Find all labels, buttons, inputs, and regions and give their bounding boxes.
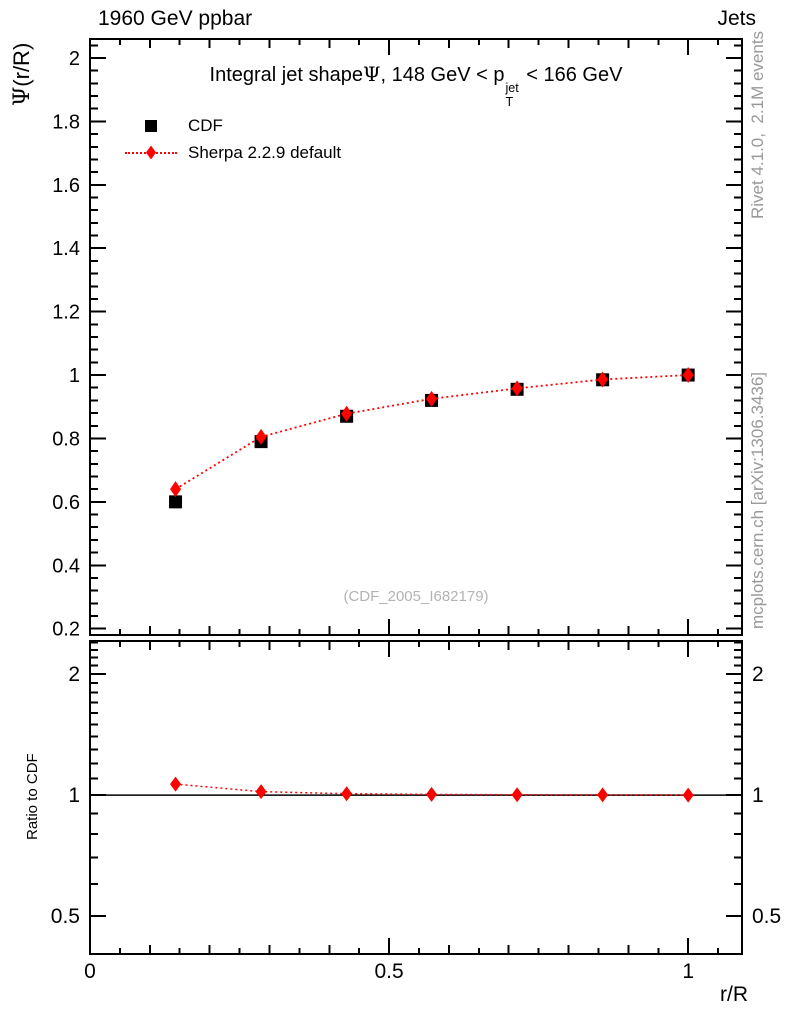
- pt-superscript: jet: [505, 81, 519, 95]
- svg-text:2: 2: [752, 663, 764, 686]
- svg-text:1: 1: [752, 784, 764, 807]
- main-y-axis-label: Ψ(r/R): [9, 43, 35, 106]
- legend-row-sherpa: Sherpa 2.2.9 default: [118, 139, 341, 166]
- svg-text:0.5: 0.5: [752, 905, 781, 928]
- legend-label-cdf: CDF: [188, 115, 223, 135]
- plot-title: Integral jet shapeΨ, 148 GeV < p jet T < 1…: [90, 62, 742, 110]
- svg-text:0.6: 0.6: [52, 492, 80, 514]
- svg-text:1.8: 1.8: [52, 111, 80, 133]
- analysis-group-label: Jets: [717, 7, 756, 30]
- svg-text:0.2: 0.2: [52, 619, 80, 641]
- panel-frames: [89, 38, 743, 955]
- beam-energy-label: 1960 GeV ppbar: [98, 7, 253, 30]
- svg-text:0.8: 0.8: [52, 428, 80, 450]
- sherpa-diamond-icon: [146, 145, 156, 160]
- sherpa-marker-cell: [118, 145, 184, 160]
- legend: CDF Sherpa 2.2.9 default: [118, 112, 341, 166]
- analysis-id-watermark: (CDF_2005_I682179): [343, 588, 489, 605]
- ratio-marker: [255, 784, 267, 800]
- legend-label-sherpa: Sherpa 2.2.9 default: [188, 142, 342, 162]
- psi-symbol: Ψ: [362, 62, 381, 86]
- ratio-marker: [682, 787, 694, 803]
- pt-script-stack: jet T: [506, 81, 519, 110]
- sherpa-marker: [597, 371, 609, 388]
- svg-text:0.5: 0.5: [51, 905, 80, 928]
- cdf-marker-cell: [118, 119, 184, 132]
- cdf-points: [169, 368, 695, 509]
- svg-text:1: 1: [69, 365, 80, 387]
- psi-symbol: Ψ: [10, 86, 35, 106]
- sherpa-marker: [682, 367, 694, 384]
- svg-text:1: 1: [68, 784, 80, 807]
- title-text-mid: , 148 GeV < p: [380, 64, 505, 86]
- ratio-y-axis-label: Ratio to CDF: [24, 753, 41, 840]
- svg-text:0.4: 0.4: [52, 555, 80, 577]
- svg-text:0.5: 0.5: [374, 960, 403, 983]
- ratio-points: [170, 776, 694, 803]
- svg-text:0: 0: [84, 960, 96, 983]
- ratio-y-tick-labels: 0.5 0.5 1 1 2 2: [51, 663, 781, 928]
- ratio-y-ticks: [90, 641, 742, 917]
- sherpa-marker: [426, 390, 438, 407]
- sherpa-marker: [255, 428, 267, 445]
- sherpa-marker: [511, 380, 523, 397]
- x-ticks: [89, 39, 720, 954]
- ratio-marker: [511, 787, 523, 803]
- main-y-ticks: 0.2 0.4 0.6 0.8 1 1.2 1.4 1.6 1.8 2: [52, 44, 742, 641]
- svg-text:1.2: 1.2: [52, 302, 80, 324]
- x-axis-label: r/R: [720, 983, 748, 1006]
- title-text-before: Integral jet shape: [209, 64, 363, 86]
- sherpa-points: [170, 367, 694, 498]
- ratio-marker: [597, 787, 609, 803]
- pt-subscript: T: [505, 95, 514, 110]
- title-text-after: < 166 GeV: [520, 64, 623, 86]
- sherpa-marker: [341, 405, 353, 422]
- svg-text:2: 2: [69, 48, 80, 70]
- legend-row-cdf: CDF: [118, 112, 341, 139]
- svg-text:1.4: 1.4: [52, 238, 80, 260]
- main-y-axis-label-rest: (r/R): [9, 42, 34, 87]
- ratio-marker: [341, 786, 353, 802]
- sherpa-marker: [170, 481, 182, 498]
- x-tick-labels: 0 0.5 1: [84, 960, 694, 983]
- cdf-marker: [169, 495, 183, 509]
- ratio-marker: [426, 786, 438, 802]
- svg-text:1.6: 1.6: [52, 175, 80, 197]
- mcplots-reference-label: mcplots.cern.ch [arXiv:1306.3436]: [748, 371, 767, 629]
- svg-text:2: 2: [68, 663, 80, 686]
- cdf-square-icon: [145, 119, 157, 132]
- svg-text:1: 1: [682, 960, 694, 983]
- rivet-version-label: Rivet 4.1.0, 2.1M events: [748, 30, 767, 219]
- ratio-marker: [170, 776, 182, 792]
